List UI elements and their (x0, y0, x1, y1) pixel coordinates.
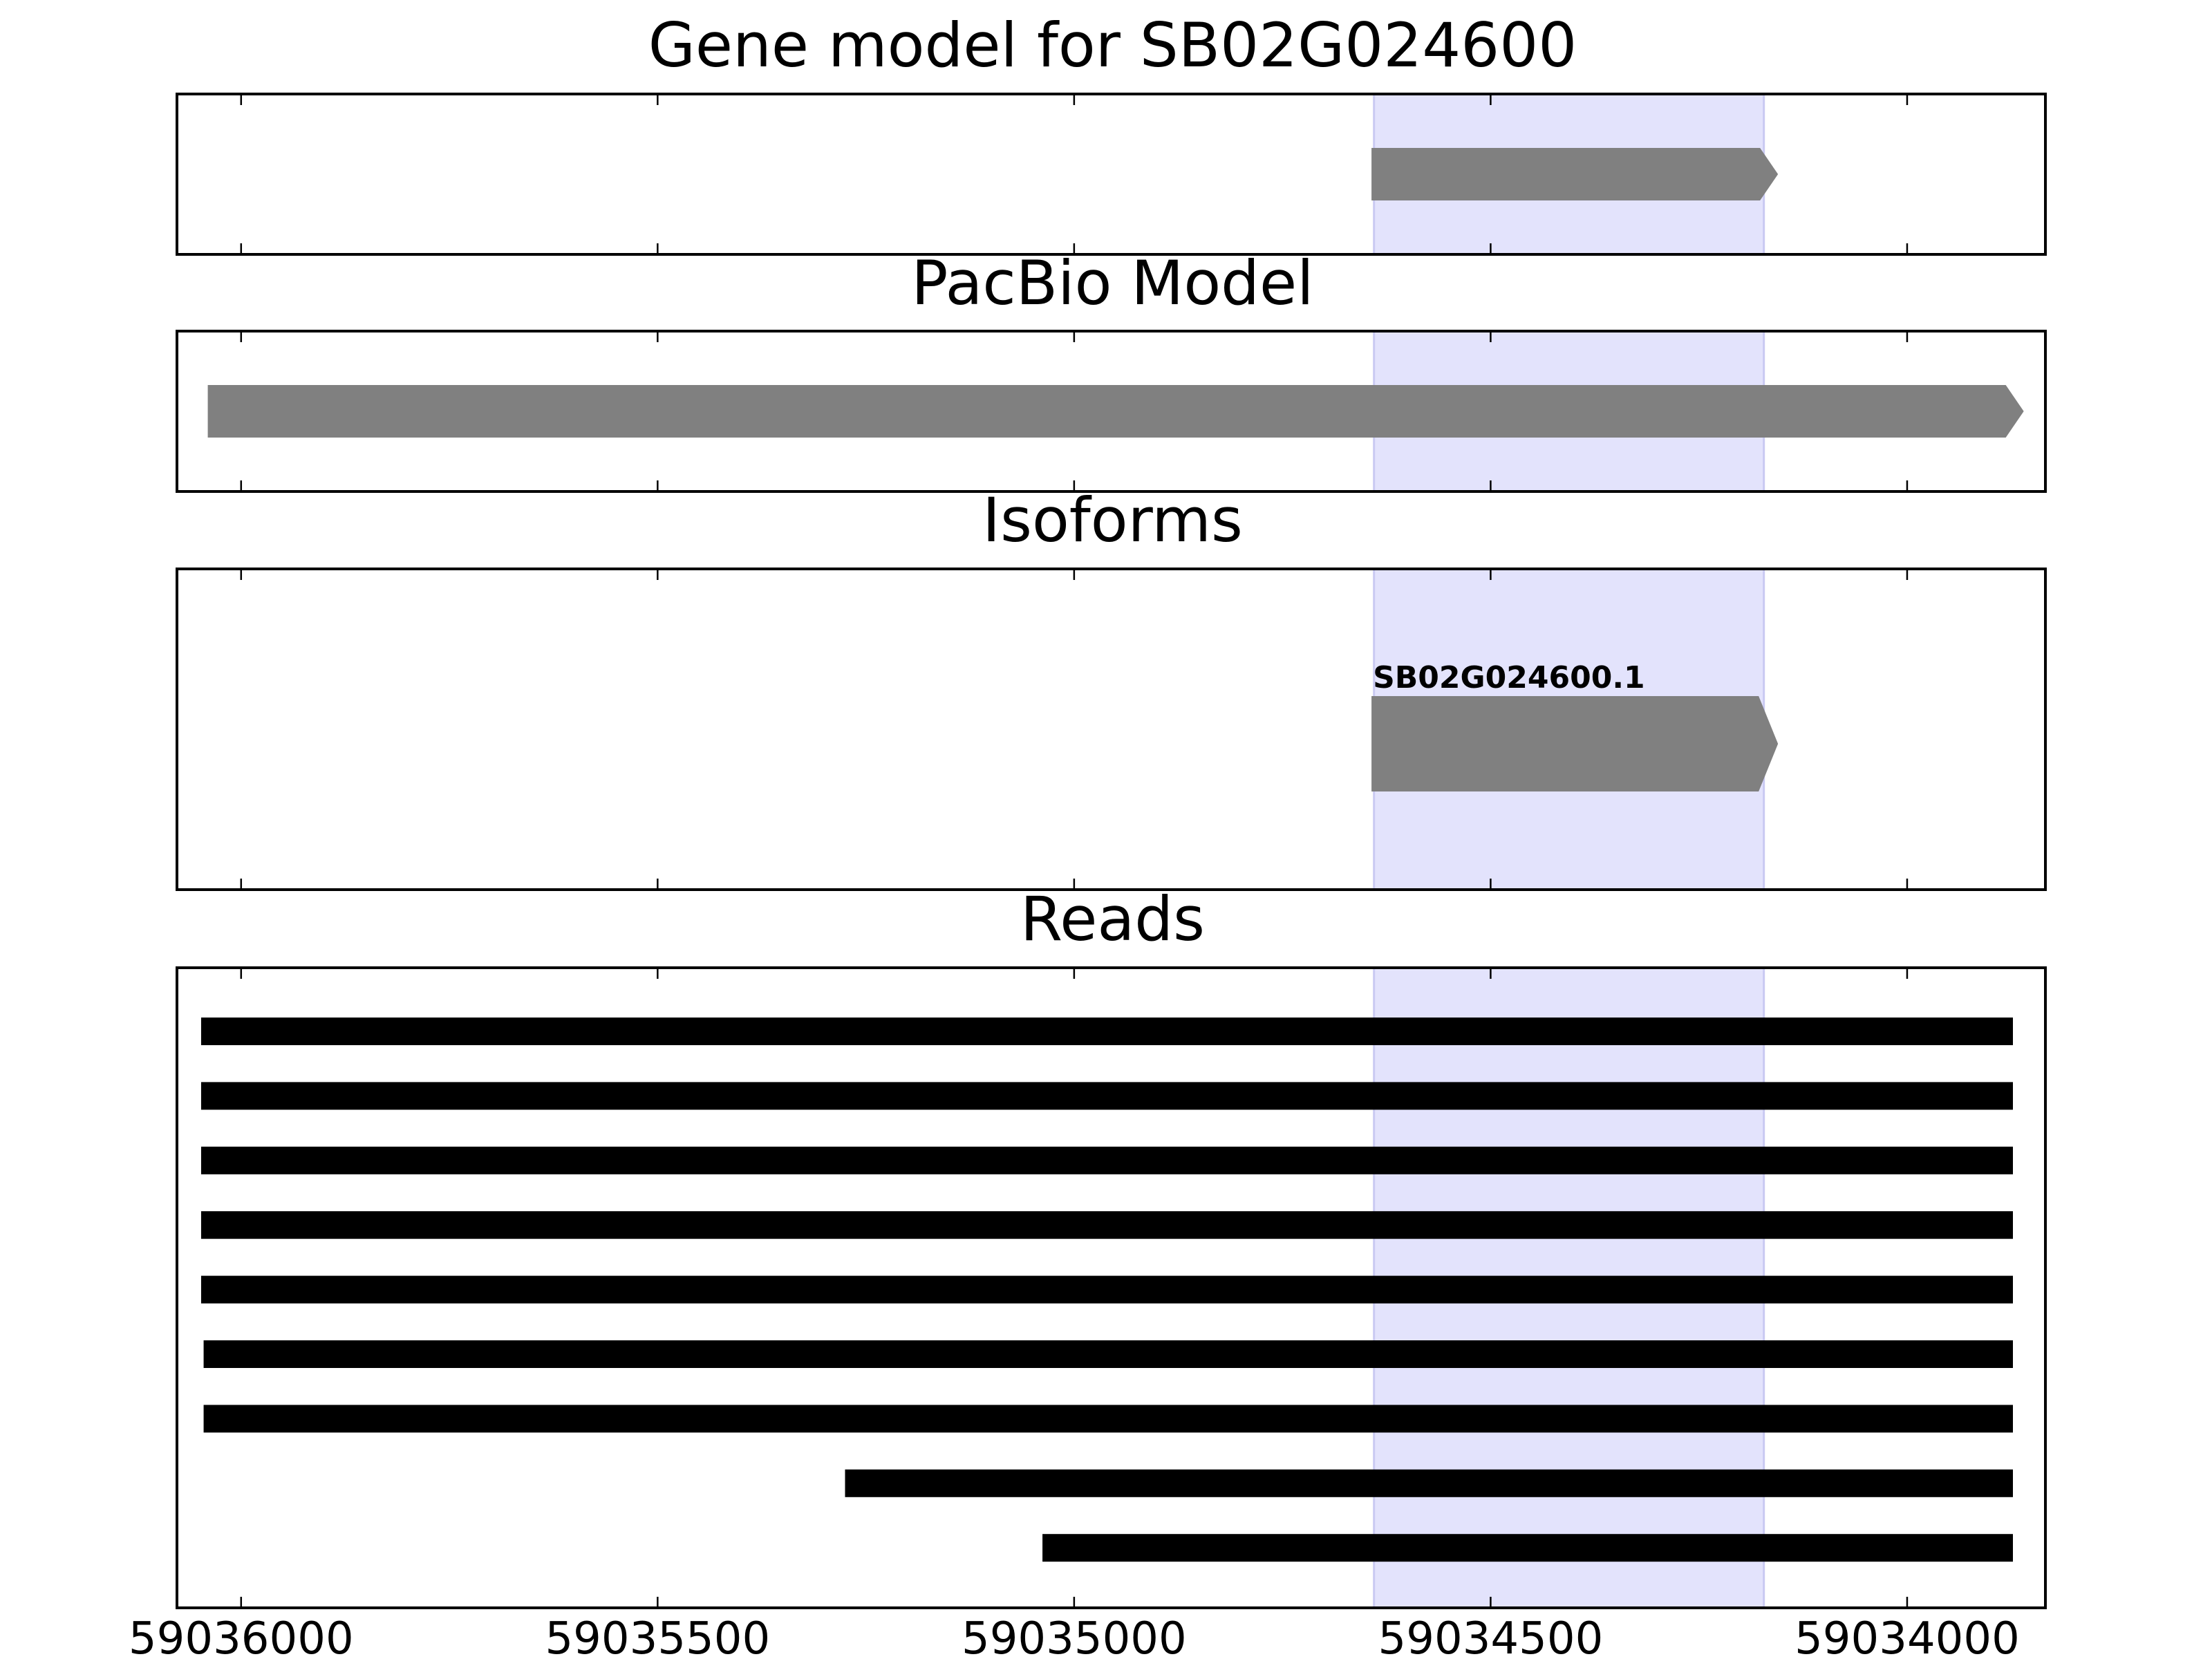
gene-feature (207, 385, 2024, 438)
read-bar (200, 1018, 2014, 1045)
read-bar (203, 1340, 2014, 1368)
x-tick-label: 59035500 (545, 1613, 770, 1659)
panel-title: Reads (1020, 883, 1205, 955)
gene-feature (1371, 148, 1779, 200)
panel-frame (176, 330, 2047, 493)
panel-4: Reads (176, 883, 2047, 1609)
x-tick-label: 59035000 (962, 1613, 1187, 1659)
x-tick-label: 59036000 (129, 1613, 354, 1659)
panel-frame (176, 93, 2047, 256)
read-bar (1042, 1534, 2014, 1562)
read-bar (203, 1405, 2014, 1433)
x-tick-label: 59034000 (1794, 1613, 2020, 1659)
x-tick-label: 59034500 (1378, 1613, 1604, 1659)
panel-frame (176, 966, 2047, 1609)
panel-2: PacBio Model (176, 247, 2047, 493)
isoform-label: SB02G024600.1 (1373, 660, 1645, 695)
panel-title: Gene model for SB02G024600 (648, 10, 1577, 81)
read-bar (200, 1211, 2014, 1239)
read-bar (200, 1275, 2014, 1304)
panel-frame (176, 568, 2047, 891)
gene-feature (1371, 696, 1779, 791)
panel-3: SB02G024600.1 Isoforms (176, 485, 2047, 891)
read-bar (200, 1082, 2014, 1110)
read-bar (200, 1146, 2014, 1174)
panel-title: Isoforms (982, 485, 1243, 556)
panel-title: PacBio Model (911, 247, 1313, 319)
panel-1: Gene model for SB02G024600 (176, 10, 2047, 256)
read-bar (845, 1469, 2014, 1497)
